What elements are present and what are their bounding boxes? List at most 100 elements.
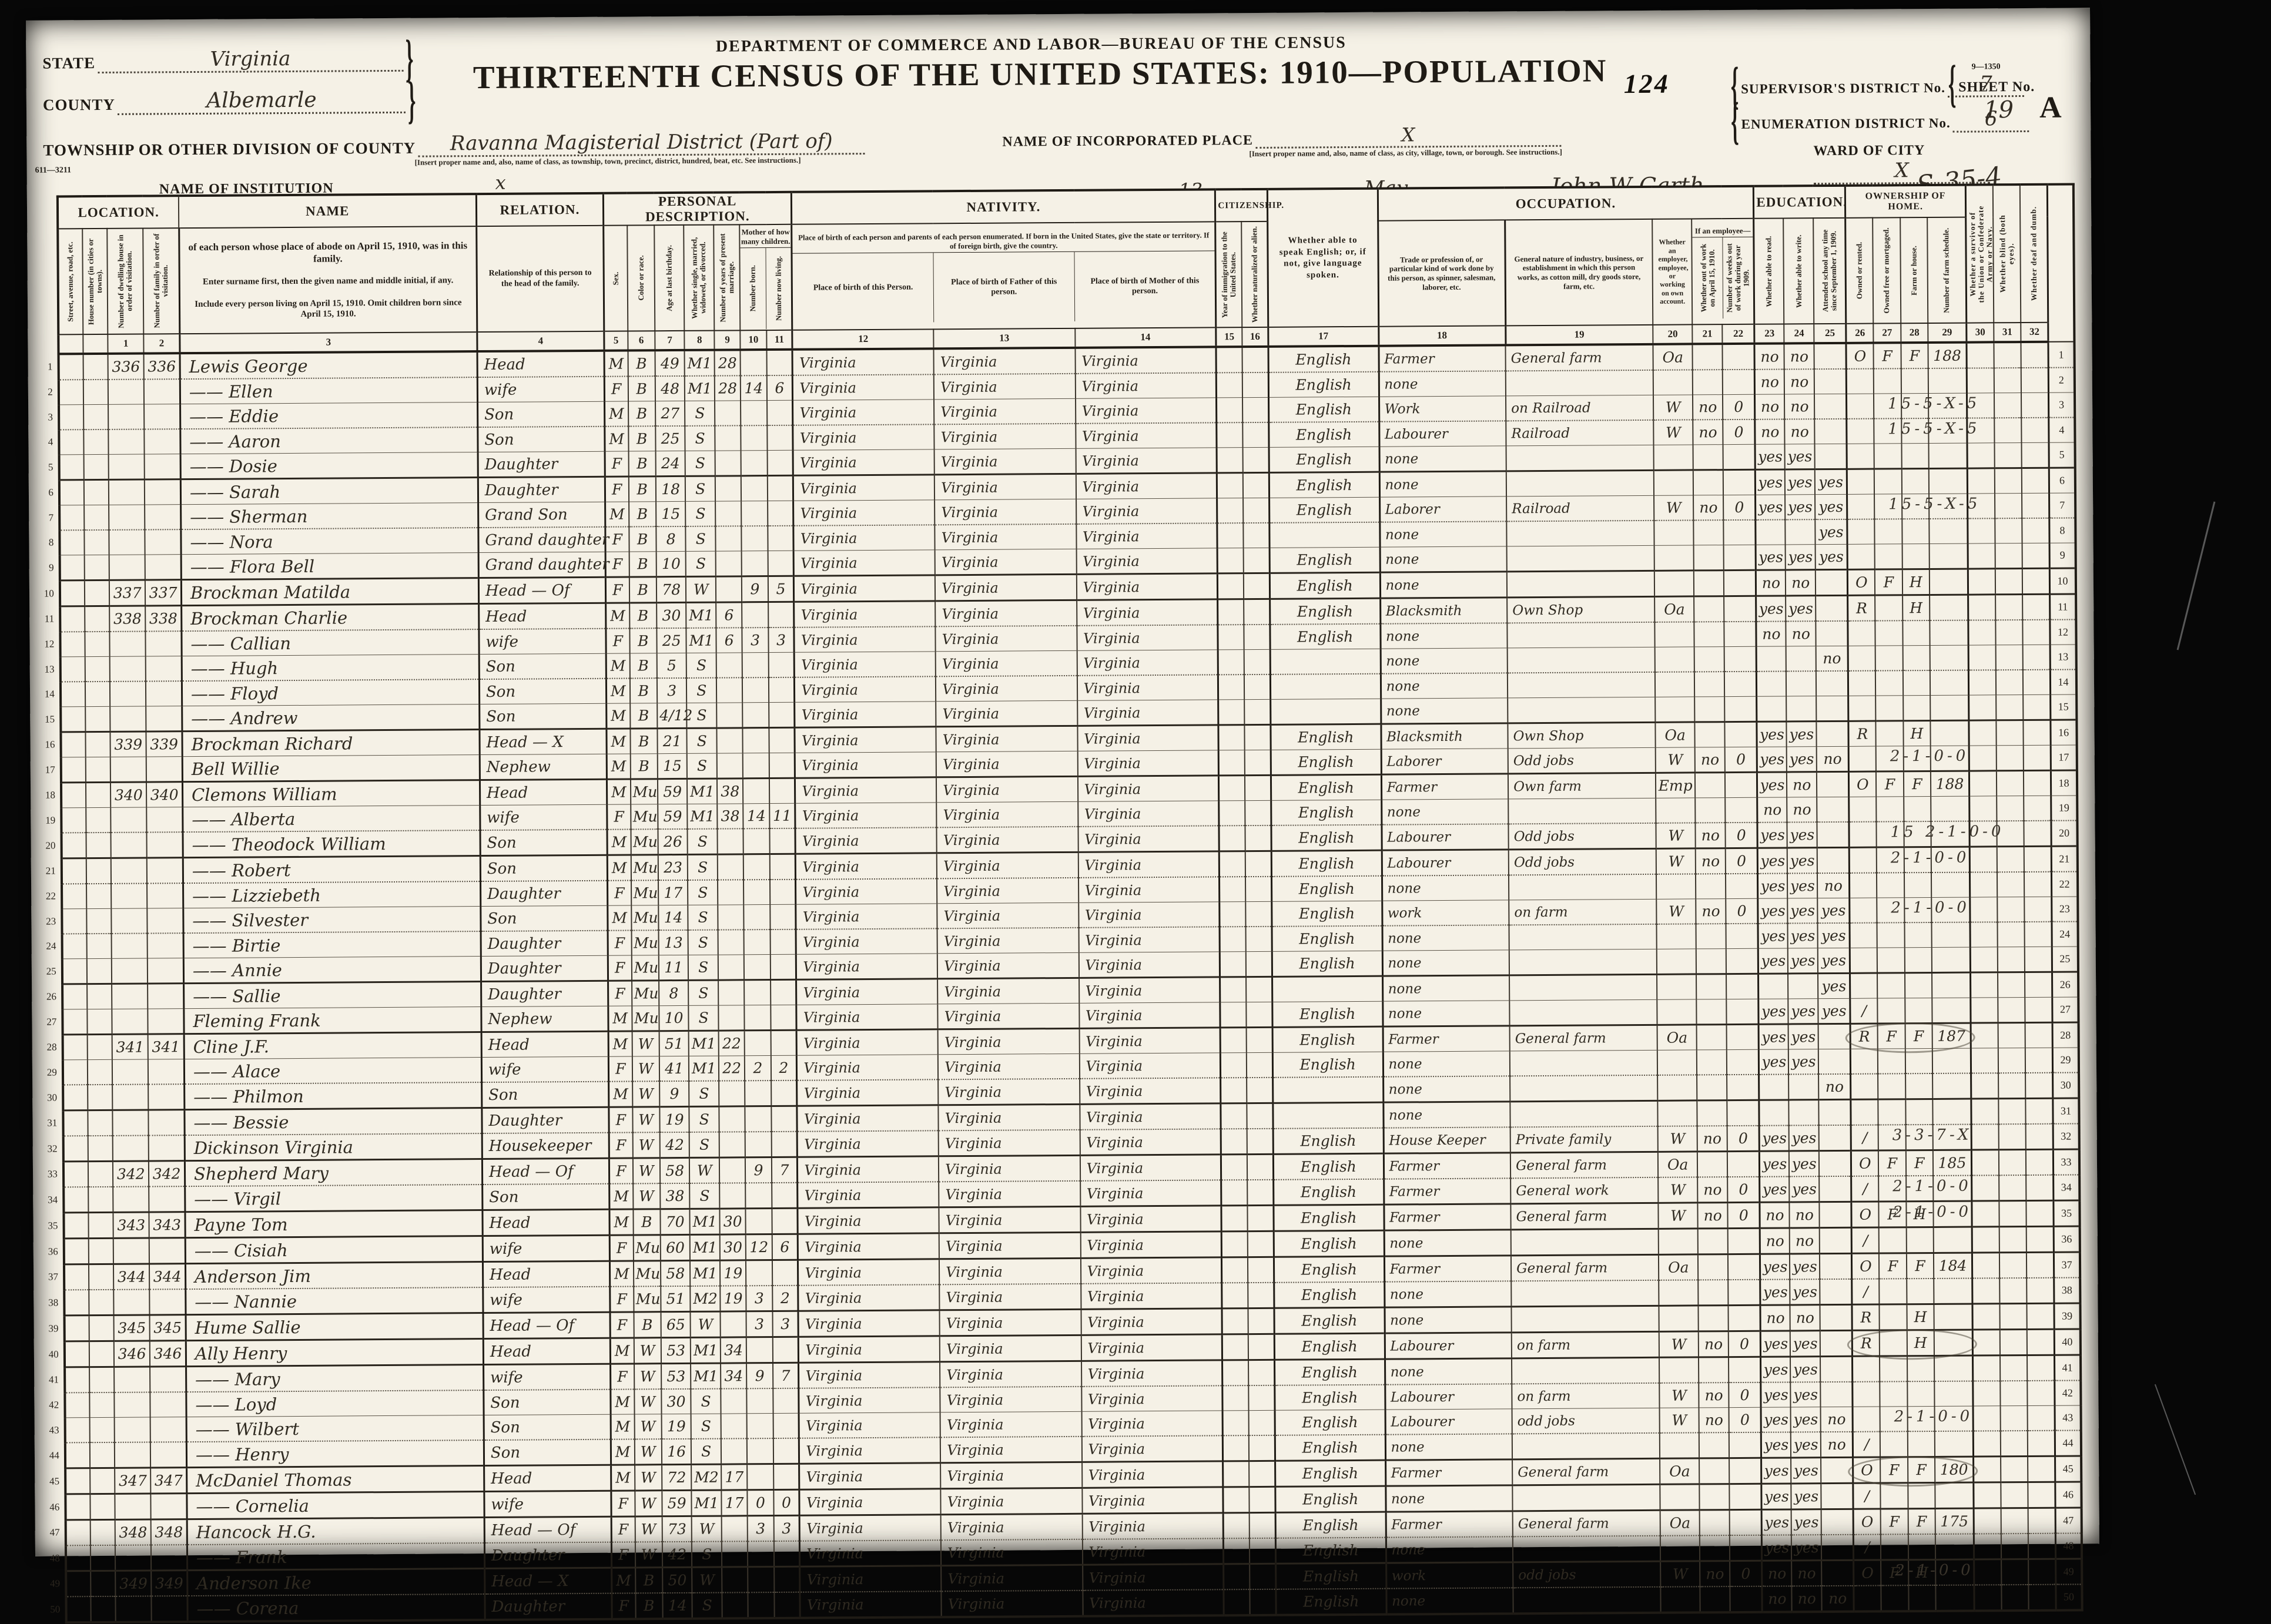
group-relation: RELATION. (476, 193, 604, 227)
cell-street (65, 1494, 91, 1520)
cell-free-mortgaged (1877, 922, 1905, 948)
cell-street (61, 858, 87, 884)
cell-mother-birthplace: Virginia (1078, 927, 1220, 953)
cell-trade: Blacksmith (1380, 597, 1508, 624)
cell-sex: M (607, 753, 631, 780)
cell-children-born: 9 (745, 1157, 772, 1183)
line-number-left: 23 (46, 915, 56, 927)
cell-family-number (145, 554, 182, 581)
cell-blind (1994, 493, 2022, 519)
cell-english: English (1275, 1512, 1386, 1538)
line-number-right: 4 (2048, 417, 2075, 443)
line-number-left: 37 (48, 1271, 58, 1283)
cell-deaf (2024, 871, 2052, 897)
cell-children-living (772, 1337, 799, 1363)
cell-farm-schedule: 2-1-0-0 (1891, 897, 1970, 922)
cell-veteran (1970, 972, 1998, 998)
cell-out-of-work (1699, 1484, 1730, 1510)
line-number-right: 36 (2054, 1226, 2080, 1253)
cell-deaf (2023, 720, 2051, 746)
cell-farm-house (1907, 1482, 1935, 1509)
cell-can-read: yes (1757, 873, 1788, 899)
cell-trade: Farmer (1383, 1152, 1511, 1179)
cell-dwelling-number (112, 1059, 149, 1085)
cell-can-write: yes (1786, 544, 1816, 570)
cell-blind (1999, 1200, 2027, 1227)
cell-sex: F (611, 1516, 635, 1542)
cell-employer-status: Oa (1657, 1024, 1697, 1051)
cell-employer-status (1657, 999, 1697, 1025)
line-number-right: 34 (2053, 1175, 2080, 1201)
cell-family-number: 343 (149, 1212, 186, 1239)
cell-farm-schedule (1928, 468, 1968, 494)
cell-birthplace: Virginia (792, 399, 934, 425)
cell-farm-schedule (1934, 1304, 1973, 1330)
title-line: THIRTEENTH CENSUS OF THE UNITED STATES: … (473, 52, 1607, 96)
cell-can-read: no (1760, 1304, 1791, 1331)
cell-attended-school (1816, 620, 1848, 646)
cell-dwelling-number: 338 (109, 606, 146, 632)
cell-mother-birthplace: Virginia (1078, 977, 1221, 1004)
cell-attended-school (1819, 1227, 1852, 1254)
cell-employer-status (1653, 370, 1693, 395)
cell-age: 48 (655, 375, 685, 401)
cell-dwelling-number (111, 908, 148, 934)
line-number-right: 16 (2050, 719, 2077, 746)
cell-marital-status: S (685, 401, 715, 426)
cell-out-of-work (1694, 570, 1724, 596)
cell-out-of-work (1693, 370, 1723, 395)
cell-out-of-work: no (1693, 420, 1723, 445)
cell-english: English (1270, 724, 1381, 750)
line-number-right: 25 (2052, 946, 2079, 972)
cell-english: English (1275, 1460, 1386, 1487)
cell-street (58, 354, 83, 380)
cell-children-born (745, 1106, 772, 1132)
cell-children-born (746, 1337, 773, 1363)
cell-veteran (1970, 997, 1998, 1024)
cell-can-write: yes (1790, 1253, 1820, 1280)
cell-deaf (2028, 1584, 2056, 1610)
cell-naturalized (1242, 397, 1269, 423)
cell-free-mortgaged: F (1873, 343, 1901, 369)
cell-employer-status: Oa (1653, 344, 1693, 370)
cell-farm-house: F (1903, 771, 1931, 797)
cell-age: 19 (659, 1106, 690, 1133)
cell-weeks-out (1723, 545, 1756, 571)
cell-weeks-out (1726, 1049, 1759, 1075)
cell-attended-school: yes (1815, 494, 1848, 520)
line-number-right: 9 (2049, 542, 2076, 569)
cell-immigration-year (1220, 1052, 1247, 1078)
cell-farm-house (1908, 1534, 1936, 1560)
cell-name: —— Sarah (180, 477, 478, 505)
cell-weeks-out: 0 (1723, 419, 1756, 445)
cell-color-race: Mu (630, 779, 658, 804)
cell-family-number (147, 857, 183, 884)
line-number-right: 49 (2055, 1558, 2082, 1585)
cell-dwelling-number (109, 656, 146, 682)
cell-deaf (2028, 1559, 2056, 1585)
cell-house-number (89, 1442, 115, 1468)
cell-name: Dickinson Virginia (185, 1133, 483, 1161)
cell-farm-schedule (1935, 1534, 1974, 1560)
col-name-header: of each person whose place of abode on A… (179, 226, 477, 334)
cell-employer-status: W (1656, 823, 1696, 849)
cell-trade: Work (1379, 395, 1506, 422)
cell-birthplace: Virginia (797, 1156, 939, 1183)
cell-english: English (1268, 345, 1379, 373)
cell-owned-rented (1847, 519, 1875, 545)
line-number-left: 12 (44, 638, 55, 650)
cell-children-born (742, 727, 769, 753)
cell-naturalized (1250, 1589, 1277, 1616)
cell-farm-schedule: 2-1-0-0 (1890, 746, 1969, 771)
cell-family-number (146, 756, 183, 783)
cell-can-write: yes (1787, 923, 1818, 948)
cell-trade: Blacksmith (1381, 723, 1508, 750)
cell-can-write: no (1786, 569, 1816, 596)
cell-immigration-year (1220, 1078, 1247, 1103)
cell-name: —— Annie (183, 956, 481, 984)
cell-naturalized (1246, 1052, 1273, 1078)
cell-free-mortgaged (1874, 443, 1902, 469)
cell-industry (1507, 672, 1656, 698)
cell-color-race: B (629, 551, 656, 577)
cell-weeks-out (1729, 1432, 1761, 1458)
